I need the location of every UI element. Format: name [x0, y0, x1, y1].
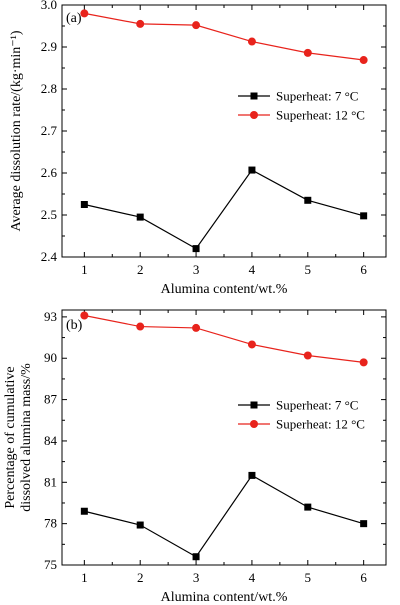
legend-label: Superheat: 7 °C [276, 398, 358, 413]
data-point [192, 245, 200, 253]
data-point [136, 521, 144, 529]
x-tick-label: 5 [305, 262, 312, 277]
y-tick-label: 78 [44, 516, 57, 531]
y-axis-label: Percentage of cumulative [3, 366, 18, 508]
y-tick-label: 75 [44, 557, 57, 572]
y-tick-label: 2.6 [41, 165, 58, 180]
chart-panel-b: 75 78 81 84 87 90 93 1 2 3 4 5 6 Alumina content/wt.%… [3, 309, 387, 605]
x-tick-label: 3 [193, 262, 200, 277]
legend-marker [250, 420, 258, 428]
data-point [136, 19, 145, 28]
data-point [304, 196, 312, 204]
legend-label: Superheat: 12 °C [276, 108, 365, 123]
series-line-1 [84, 474, 364, 558]
y-tick-label: 84 [44, 433, 58, 448]
data-point [247, 37, 256, 46]
chart-panel-a: 2.4 2.5 2.6 2.7 2.8 2.9 3.0 1 2 3 4 5 6 Alumina conte… [9, 0, 387, 297]
legend-marker [250, 92, 258, 100]
data-point [192, 21, 201, 30]
legend: Superheat: 7 °C Superheat: 12 °C [238, 398, 365, 432]
data-point [136, 322, 145, 331]
data-point [80, 311, 89, 320]
series-line-1 [84, 169, 364, 250]
data-point [248, 166, 256, 174]
data-point [360, 520, 368, 528]
y-tick-label: 81 [44, 474, 57, 489]
x-tick-label: 2 [137, 570, 144, 585]
legend-label: Superheat: 7 °C [276, 89, 358, 104]
x-tick-label: 6 [360, 262, 367, 277]
x-tick-label: 4 [249, 262, 256, 277]
x-tick-label: 1 [81, 262, 88, 277]
y-axis-label: Average dissolution rate/(kg·min⁻¹) [9, 30, 24, 231]
x-tick-label: 6 [360, 570, 367, 585]
data-point [192, 553, 200, 561]
data-point [247, 340, 256, 349]
data-point [360, 212, 368, 220]
panel-tag: (b) [66, 318, 83, 333]
data-point [80, 507, 88, 515]
data-point [359, 56, 368, 65]
y-tick-label: 2.7 [41, 123, 58, 138]
x-axis-label: Alumina content/wt.% [161, 282, 288, 297]
y-tick-label: 2.9 [41, 39, 57, 54]
y-tick-label: 90 [44, 350, 57, 365]
panel-tag: (a) [66, 11, 82, 26]
x-tick-label: 1 [81, 570, 88, 585]
x-tick-label: 4 [249, 570, 256, 585]
y-axis-label: dissolved alumina mass/% [19, 363, 34, 512]
data-point [303, 351, 312, 360]
y-tick-label: 2.4 [41, 249, 58, 264]
x-tick-label: 3 [193, 570, 200, 585]
data-point [136, 213, 144, 221]
y-tick-label: 2.5 [41, 207, 57, 222]
legend-marker [250, 401, 258, 409]
data-point [303, 48, 312, 57]
series-line-2 [84, 12, 364, 61]
y-tick-label: 2.8 [41, 81, 57, 96]
y-tick-label: 3.0 [41, 0, 57, 12]
y-tick-label: 93 [44, 309, 57, 324]
x-tick-label: 2 [137, 262, 144, 277]
plot-frame [61, 4, 387, 258]
x-tick-label: 5 [305, 570, 312, 585]
legend-marker [250, 111, 258, 119]
y-tick-label: 87 [44, 392, 58, 407]
data-point [248, 471, 256, 479]
series-line-2 [84, 314, 364, 363]
data-point [192, 323, 201, 332]
legend-label: Superheat: 12 °C [276, 417, 365, 432]
data-point [80, 201, 88, 208]
x-axis-label: Alumina content/wt.% [161, 590, 288, 605]
data-point [80, 9, 89, 18]
plot-frame [61, 309, 387, 566]
data-point [304, 503, 312, 511]
legend: Superheat: 7 °C Superheat: 12 °C [238, 89, 365, 123]
data-point [359, 358, 368, 367]
